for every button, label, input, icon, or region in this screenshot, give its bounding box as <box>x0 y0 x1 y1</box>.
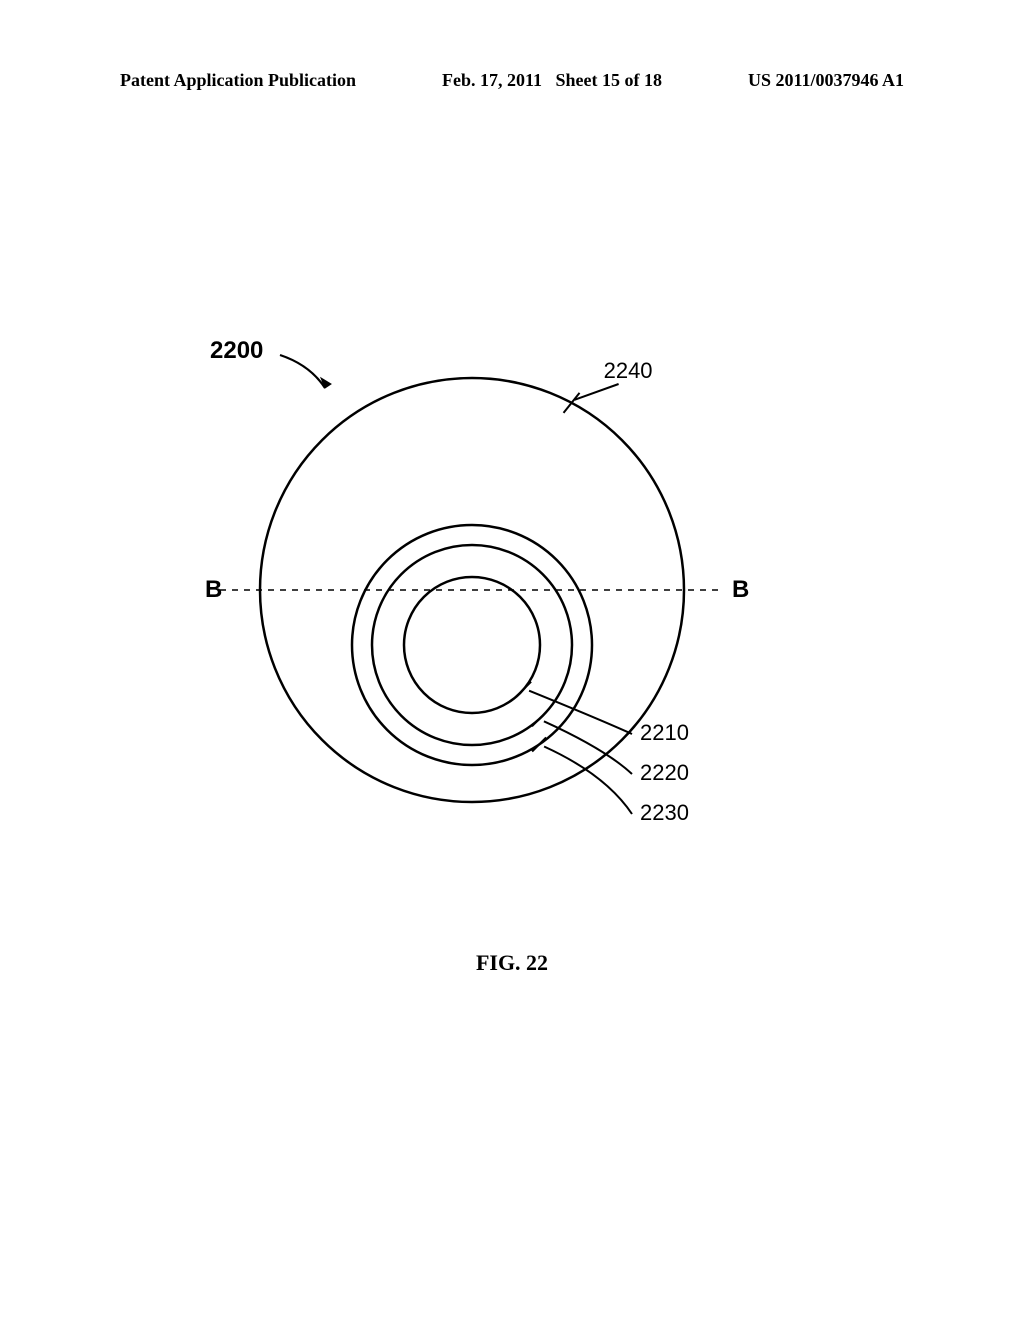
figure-22-diagram: B B 2200 2240 2210 2220 2230 <box>172 300 852 920</box>
header-sheet: Sheet 15 of 18 <box>556 70 663 90</box>
svg-text:B: B <box>205 576 222 603</box>
svg-text:B: B <box>732 576 749 603</box>
header-pub-type: Patent Application Publication <box>120 70 356 91</box>
svg-text:2220: 2220 <box>640 760 689 785</box>
header-pub-number: US 2011/0037946 A1 <box>748 70 904 91</box>
svg-text:2210: 2210 <box>640 720 689 745</box>
svg-text:2240: 2240 <box>604 358 653 383</box>
svg-text:2200: 2200 <box>210 337 263 364</box>
figure-caption: FIG. 22 <box>476 950 548 976</box>
svg-text:2230: 2230 <box>640 800 689 825</box>
header-date: Feb. 17, 2011 <box>442 70 542 90</box>
